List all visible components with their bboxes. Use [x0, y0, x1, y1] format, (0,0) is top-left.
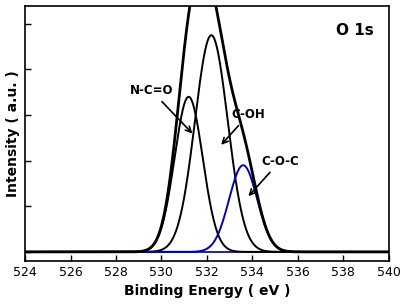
Y-axis label: Intensity ( a.u. ): Intensity ( a.u. )	[6, 70, 19, 197]
Text: C-O-C: C-O-C	[249, 154, 298, 195]
X-axis label: Binding Energy ( eV ): Binding Energy ( eV )	[123, 285, 289, 299]
Text: O 1s: O 1s	[335, 23, 373, 38]
Text: C-OH: C-OH	[222, 108, 265, 143]
Text: N-C=O: N-C=O	[129, 84, 191, 132]
